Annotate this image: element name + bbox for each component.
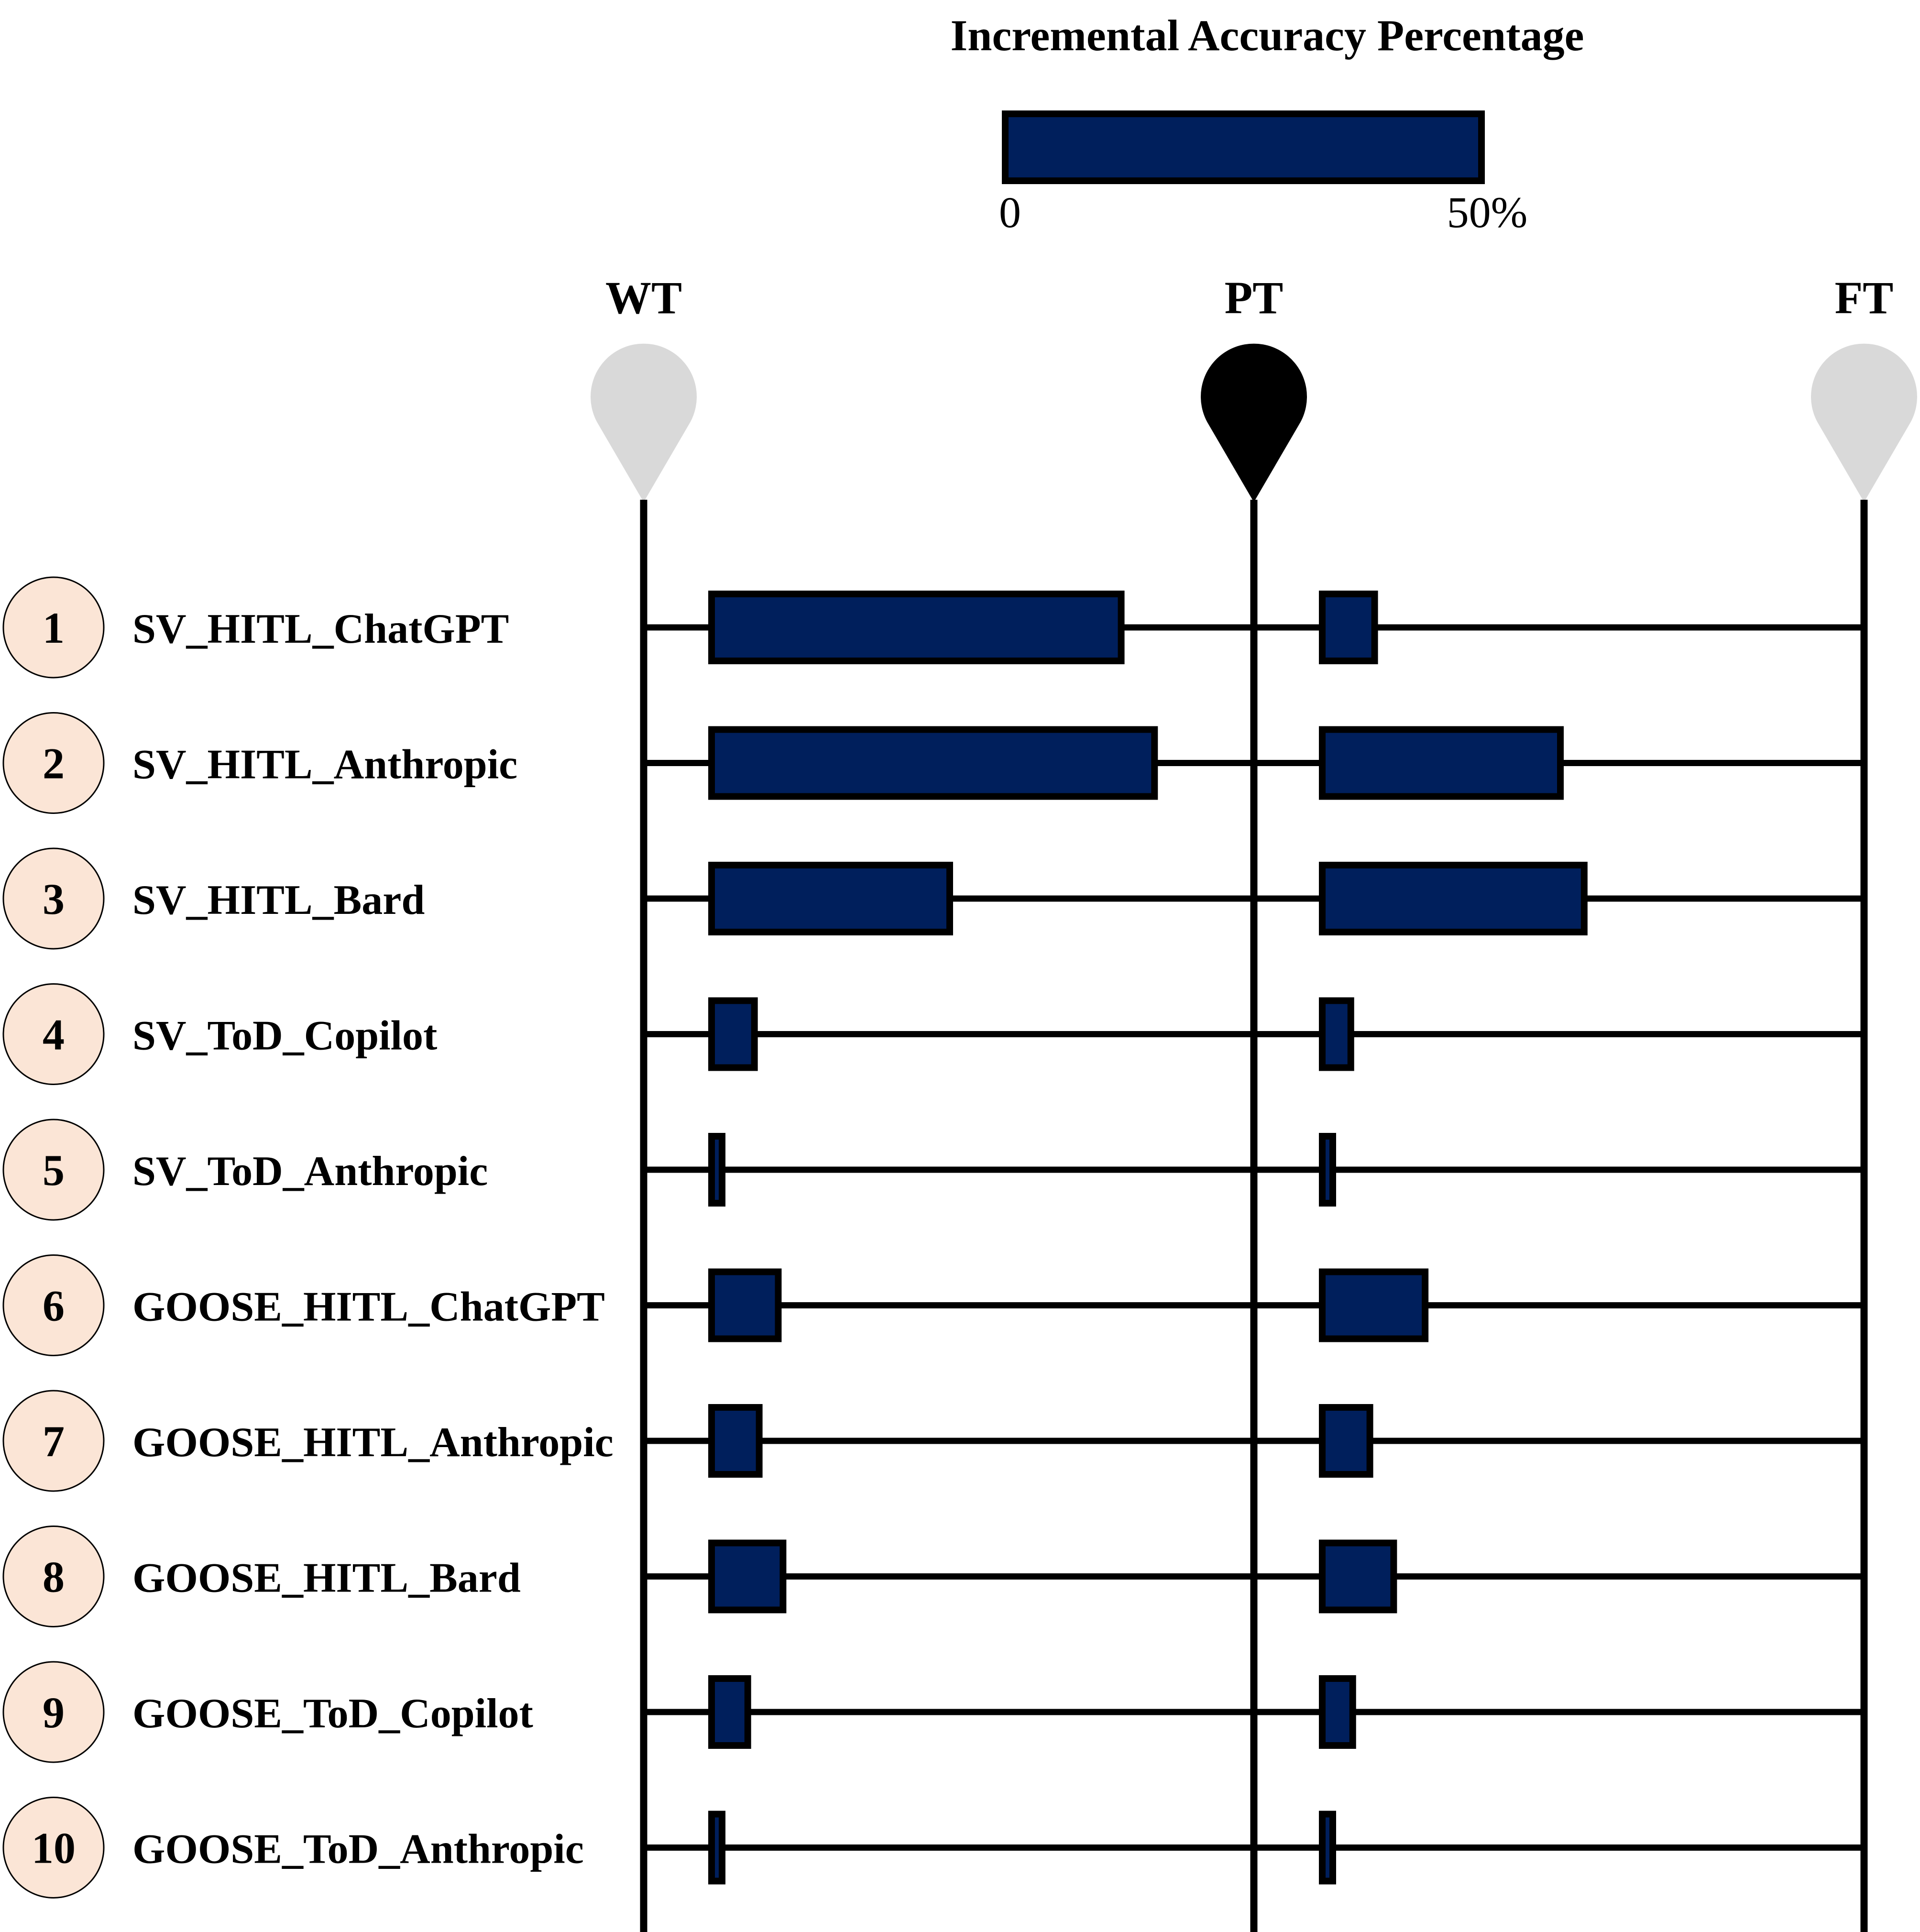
bar-wt-pt bbox=[708, 997, 758, 1071]
row-1: 1 SV_HITL_ChatGPT bbox=[2, 576, 1864, 679]
row-name-label: GOOSE_HITL_ChatGPT bbox=[132, 1284, 605, 1330]
stage-label-pt: PT bbox=[1225, 272, 1284, 323]
row-number-label: 7 bbox=[43, 1417, 65, 1466]
row-number-label: 3 bbox=[43, 875, 65, 923]
row-name-label: GOOSE_HITL_Anthropic bbox=[132, 1419, 614, 1466]
chart-title: Incremental Accuracy Percentage bbox=[950, 11, 1584, 60]
stage-pin-wt-icon bbox=[591, 343, 697, 502]
rows-layer: 1 SV_HITL_ChatGPT 2 SV_HITL_Anthropic 3 SV_HI… bbox=[2, 576, 1864, 1899]
row-name-label: SV_HITL_Bard bbox=[132, 877, 425, 923]
stage-label-ft: FT bbox=[1835, 272, 1894, 323]
bar-wt-pt bbox=[708, 726, 1158, 800]
row-7: 7 GOOSE_HITL_Anthropic bbox=[2, 1390, 1864, 1492]
row-number-circle bbox=[2, 983, 105, 1085]
row-number-circle bbox=[2, 712, 105, 814]
bar-wt-pt bbox=[708, 862, 953, 935]
row-number-circle bbox=[2, 1797, 105, 1899]
row-number-circle bbox=[2, 1119, 105, 1221]
row-10: 10 GOOSE_ToD_Anthropic bbox=[2, 1797, 1864, 1899]
row-name-label: GOOSE_HITL_Bard bbox=[132, 1555, 521, 1602]
row-number-label: 8 bbox=[43, 1553, 65, 1602]
row-name-label: SV_ToD_Anthropic bbox=[132, 1148, 488, 1195]
stage-pin-ft-icon bbox=[1811, 343, 1918, 502]
row-name-label: GOOSE_ToD_Anthropic bbox=[132, 1826, 584, 1873]
stage-label-wt: WT bbox=[605, 272, 682, 323]
row-4: 4 SV_ToD_Copilot bbox=[2, 983, 1864, 1085]
bar-pt-ft bbox=[1319, 1539, 1397, 1614]
row-name-label: SV_HITL_Anthropic bbox=[132, 742, 517, 788]
row-3: 3 SV_HITL_Bard bbox=[2, 847, 1864, 950]
scale-legend-max-label: 50% bbox=[1447, 188, 1528, 237]
bar-pt-ft bbox=[1319, 726, 1564, 800]
bar-pt-ft bbox=[1319, 997, 1354, 1071]
row-number-label: 4 bbox=[43, 1010, 65, 1059]
row-number-label: 2 bbox=[43, 739, 65, 788]
bar-wt-pt bbox=[708, 1404, 763, 1478]
bar-pt-ft bbox=[1319, 1675, 1356, 1749]
bar-pt-ft bbox=[1319, 1811, 1336, 1885]
bar-wt-pt bbox=[708, 1133, 725, 1207]
row-number-label: 5 bbox=[43, 1146, 65, 1195]
row-number-circle bbox=[2, 847, 105, 950]
row-number-circle bbox=[2, 1254, 105, 1356]
row-8: 8 GOOSE_HITL_Bard bbox=[2, 1526, 1864, 1627]
bar-pt-ft bbox=[1319, 591, 1378, 664]
row-6: 6 GOOSE_HITL_ChatGPT bbox=[2, 1254, 1864, 1356]
bar-pt-ft bbox=[1319, 1133, 1336, 1207]
bar-pt-ft bbox=[1319, 1268, 1429, 1342]
row-name-label: SV_HITL_ChatGPT bbox=[132, 606, 509, 652]
row-number-label: 1 bbox=[43, 604, 65, 652]
row-name-label: SV_ToD_Copilot bbox=[132, 1013, 437, 1059]
row-number-label: 9 bbox=[43, 1688, 65, 1737]
row-number-label: 6 bbox=[43, 1282, 65, 1330]
row-2: 2 SV_HITL_Anthropic bbox=[2, 712, 1864, 814]
row-number-circle bbox=[2, 576, 105, 679]
stage-pin-pt-icon bbox=[1201, 343, 1307, 502]
row-9: 9 GOOSE_ToD_Copilot bbox=[2, 1661, 1864, 1763]
bar-pt-ft bbox=[1319, 1404, 1373, 1478]
bar-pt-ft bbox=[1319, 862, 1588, 935]
scale-legend-min-label: 0 bbox=[999, 188, 1021, 237]
bar-wt-pt bbox=[708, 1675, 751, 1749]
bar-wt-pt bbox=[708, 591, 1125, 664]
bar-wt-pt bbox=[708, 1811, 725, 1885]
scale-legend-bar bbox=[1002, 110, 1485, 184]
row-number-label: 10 bbox=[32, 1824, 76, 1873]
row-number-circle bbox=[2, 1390, 105, 1492]
bar-wt-pt bbox=[708, 1539, 787, 1614]
row-number-circle bbox=[2, 1661, 105, 1763]
row-5: 5 SV_ToD_Anthropic bbox=[2, 1119, 1864, 1221]
row-number-circle bbox=[2, 1526, 105, 1627]
row-name-label: GOOSE_ToD_Copilot bbox=[132, 1690, 533, 1737]
bar-wt-pt bbox=[708, 1268, 782, 1342]
